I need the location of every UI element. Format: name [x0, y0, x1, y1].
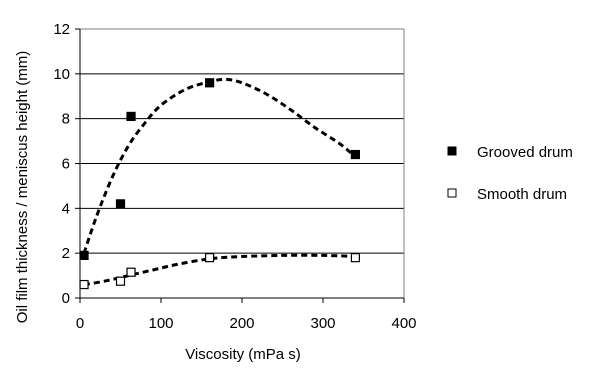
y-tick-label: 8 [62, 111, 70, 128]
y-tick-label: 4 [62, 200, 70, 217]
x-tick-label: 400 [391, 315, 416, 332]
y-tick-label: 2 [62, 245, 70, 262]
y-ticks: 0 2 4 6 8 10 12 [53, 21, 80, 307]
data-points [79, 78, 360, 290]
y-tick-label: 0 [62, 290, 70, 307]
x-axis-label: Viscosity (mPa s) [185, 346, 301, 363]
x-tick-label: 200 [229, 315, 254, 332]
x-tick-label: 300 [310, 315, 335, 332]
data-point-grooved [205, 78, 215, 88]
data-point-grooved [115, 199, 126, 209]
legend-label-smooth: Smooth drum [477, 186, 567, 203]
legend-marker-grooved [447, 146, 457, 156]
gridlines [80, 28, 404, 254]
data-point-smooth [79, 279, 89, 290]
legend-item-smooth: Smooth drum [447, 186, 567, 203]
legend: Grooved drum Smooth drum [447, 144, 573, 203]
x-ticks: 0 100 200 300 400 [76, 298, 417, 332]
data-point-smooth [205, 253, 215, 263]
data-point-smooth [350, 253, 360, 263]
legend-marker-smooth [447, 188, 457, 198]
y-axis-label: Oil film thickness / meniscus height (mm… [14, 51, 31, 324]
data-point-grooved [126, 111, 136, 122]
legend-item-grooved: Grooved drum [447, 144, 573, 161]
data-point-grooved [350, 149, 360, 160]
data-point-smooth [115, 276, 126, 286]
data-point-grooved [79, 250, 89, 261]
trendline-grooved [82, 77, 357, 254]
y-tick-label: 12 [53, 21, 70, 38]
data-point-smooth [126, 267, 136, 277]
legend-label-grooved: Grooved drum [477, 144, 573, 161]
trendlines [82, 77, 357, 287]
x-tick-label: 100 [148, 315, 173, 332]
x-tick-label: 0 [76, 315, 84, 332]
y-tick-label: 10 [53, 66, 70, 83]
y-tick-label: 6 [62, 156, 70, 173]
